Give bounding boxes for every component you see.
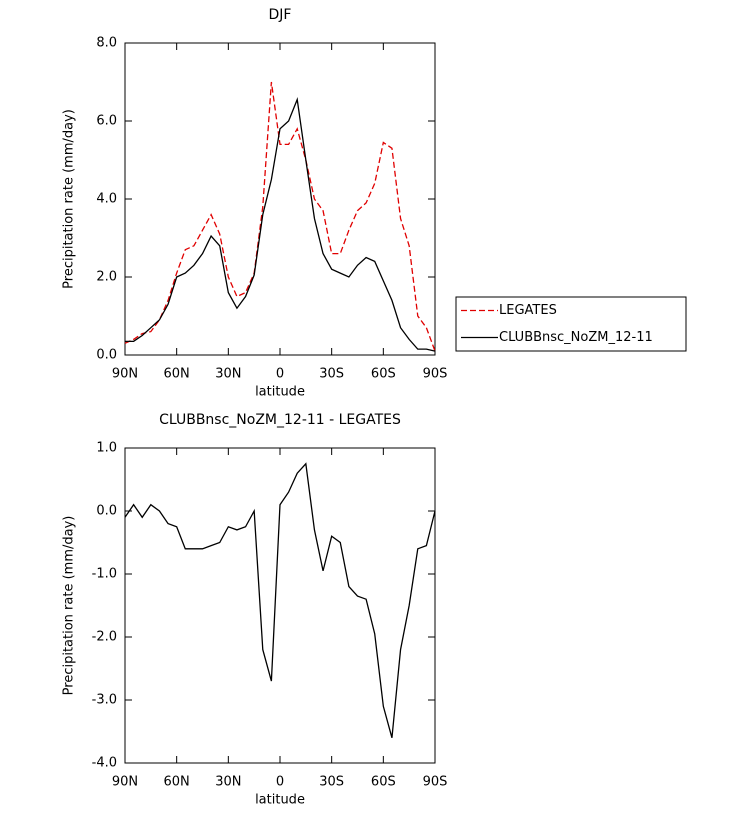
y-axis-label: Precipitation rate (mm/day) (62, 516, 77, 696)
plot-frame (124, 447, 436, 764)
chart-title: CLUBBnsc_NoZM_12-11 - LEGATES (159, 412, 401, 428)
x-tick-label: 90N (112, 775, 138, 790)
x-tick-label: 0 (276, 775, 284, 790)
x-tick-label: 60N (164, 775, 190, 790)
data-line (124, 462, 436, 738)
legend-box (455, 296, 687, 352)
y-tick-label: 2.0 (96, 270, 117, 285)
x-tick-label: 60S (371, 367, 396, 382)
y-tick-label: 0.0 (96, 348, 117, 363)
x-tick-label: 0 (276, 367, 284, 382)
x-axis-label: latitude (255, 385, 305, 400)
x-tick-label: 60N (164, 367, 190, 382)
x-tick-label: 30N (215, 775, 241, 790)
y-tick-label: -1.0 (92, 567, 117, 582)
y-tick-label: -2.0 (92, 630, 117, 645)
x-tick-label: 30S (319, 775, 344, 790)
x-tick-label: 90N (112, 367, 138, 382)
x-tick-label: 60S (371, 775, 396, 790)
y-tick-label: 6.0 (96, 114, 117, 129)
y-tick-label: 1.0 (96, 441, 117, 456)
chart-title: DJF (269, 7, 292, 23)
y-tick-label: 4.0 (96, 192, 117, 207)
y-tick-label: 0.0 (96, 504, 117, 519)
y-axis-label: Precipitation rate (mm/day) (62, 109, 77, 289)
plot-frame (124, 42, 436, 356)
y-tick-label: -4.0 (92, 756, 117, 771)
data-line (124, 81, 436, 352)
x-tick-label: 30S (319, 367, 344, 382)
data-line (125, 97, 436, 352)
legend-label: CLUBBnsc_NoZM_12-11 (499, 330, 653, 345)
x-tick-label: 90S (423, 775, 448, 790)
y-tick-label: 8.0 (96, 36, 117, 51)
x-axis-label: latitude (255, 793, 305, 808)
legend-label: LEGATES (499, 303, 557, 318)
x-tick-label: 90S (423, 367, 448, 382)
y-tick-label: -3.0 (92, 693, 117, 708)
x-tick-label: 30N (215, 367, 241, 382)
